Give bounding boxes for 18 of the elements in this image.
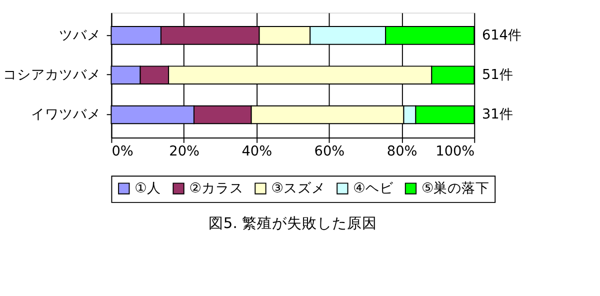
legend-label: ②カラス [189,180,244,196]
legend-label: ①人 [134,180,161,196]
legend-label: ③スズメ [271,180,326,196]
y-tick-label: イワツバメ [30,106,101,123]
x-tick-label: 40% [242,144,272,160]
y-tick-label: ツバメ [58,27,101,44]
y-tick-label: コシアカツバメ [2,67,101,84]
text: 614件 [482,27,522,44]
x-tick-label: 20% [169,144,200,160]
x-tick-label: 100% [436,144,475,160]
text: 図5. 繁殖が失敗した原因 [208,214,377,232]
legend-label: ⑤巣の落下 [421,180,490,196]
x-tick-label: 0% [112,144,134,160]
text: 51件 [482,67,514,84]
x-tick-label: 80% [386,144,418,160]
legend-label: ④ヘビ [353,180,394,196]
text: 31件 [482,106,514,123]
x-tick-label: 60% [314,144,345,160]
